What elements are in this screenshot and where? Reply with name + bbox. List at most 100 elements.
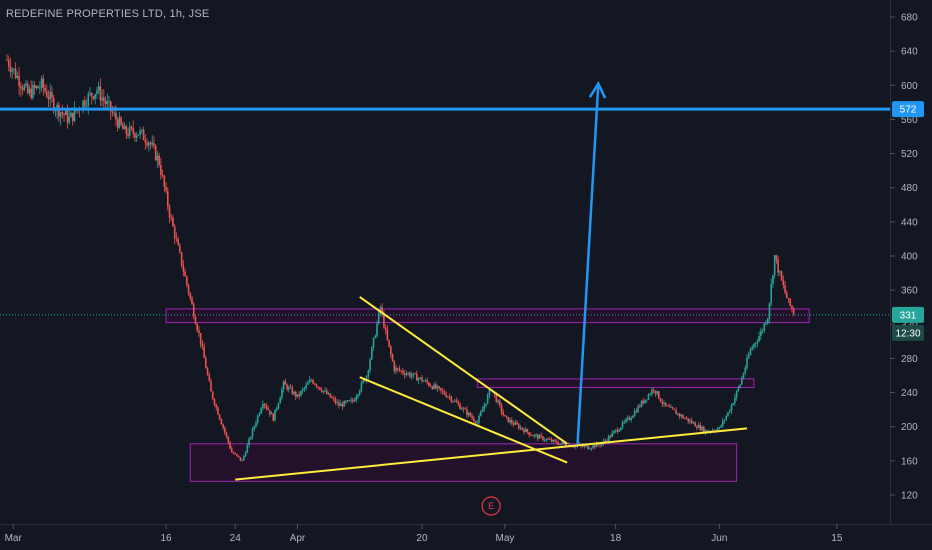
candle: [540, 432, 543, 439]
candle: [649, 392, 651, 396]
candle: [14, 62, 17, 80]
x-tick-label: 16: [161, 533, 173, 544]
candle-body: [640, 400, 643, 407]
candle: [377, 311, 380, 325]
candle-body: [779, 271, 781, 273]
candle: [284, 378, 287, 385]
candle-body: [44, 88, 46, 92]
candle: [528, 432, 530, 438]
candle: [225, 431, 228, 439]
candle-body: [409, 373, 411, 377]
candle: [542, 435, 544, 442]
candle: [177, 236, 179, 246]
candle-body: [246, 445, 249, 453]
candle: [457, 399, 460, 407]
candle: [73, 101, 76, 123]
candle-body: [706, 430, 709, 432]
candle: [545, 438, 548, 443]
candle: [281, 386, 283, 401]
candle-body: [690, 420, 693, 424]
candle-body: [530, 434, 532, 436]
candle-body: [132, 127, 135, 134]
candle: [289, 383, 292, 389]
candle-body: [87, 94, 90, 107]
candle-body: [616, 429, 619, 432]
candle: [533, 434, 536, 439]
candle: [521, 427, 524, 431]
candle: [559, 443, 562, 446]
candle-body: [40, 78, 43, 88]
x-tick-label: Mar: [5, 533, 23, 544]
candle: [732, 402, 734, 406]
candle: [230, 446, 233, 453]
candle: [547, 436, 549, 440]
candle: [343, 400, 345, 407]
candle-body: [443, 391, 446, 395]
candle: [516, 420, 518, 426]
y-tick-label: 560: [901, 115, 918, 126]
candle-body: [452, 401, 454, 403]
candle: [687, 418, 690, 425]
candle: [249, 436, 252, 440]
candle-body: [663, 402, 665, 404]
candle: [201, 340, 204, 350]
candle-body: [208, 374, 211, 382]
candle-body: [141, 129, 143, 131]
candle: [267, 405, 269, 411]
candle-body: [166, 190, 169, 207]
candle-body: [64, 110, 67, 116]
candle-body: [735, 390, 738, 398]
candle: [789, 297, 792, 307]
candle: [374, 334, 377, 339]
candle: [658, 391, 660, 400]
candle: [20, 82, 22, 97]
candle-body: [147, 142, 150, 146]
candle-body: [718, 426, 721, 429]
candle-body: [70, 112, 72, 118]
candle: [198, 325, 200, 338]
candle: [260, 406, 262, 415]
x-tick-label: 24: [230, 533, 242, 544]
candle: [498, 398, 501, 408]
candle-body: [229, 442, 231, 449]
candle: [153, 136, 155, 150]
candle: [677, 412, 679, 416]
candle-body: [25, 83, 27, 86]
candle: [320, 387, 323, 394]
candle: [663, 400, 665, 407]
candle-body: [687, 418, 690, 422]
candle-body: [11, 69, 13, 72]
candle: [552, 439, 555, 445]
candle-body: [376, 323, 378, 337]
candle: [277, 402, 280, 410]
candle: [341, 401, 344, 410]
candle: [265, 402, 268, 411]
candle: [322, 390, 325, 395]
candle-body: [514, 422, 517, 425]
candle: [530, 432, 532, 436]
candle: [291, 385, 294, 396]
candle-body: [381, 307, 383, 314]
candle-body: [9, 66, 12, 72]
candle: [722, 417, 724, 429]
candle-body: [623, 421, 626, 423]
candle-body: [28, 88, 31, 94]
candle-body: [424, 380, 427, 382]
candle-body: [614, 429, 617, 432]
candle-body: [668, 405, 671, 408]
candle-body: [160, 164, 162, 175]
candle-body: [336, 402, 339, 404]
candle: [785, 290, 788, 299]
candle-body: [402, 370, 404, 374]
candle: [241, 459, 243, 461]
candle: [166, 186, 169, 211]
candle-body: [265, 405, 268, 409]
candle: [92, 95, 95, 101]
candle-body: [256, 415, 259, 423]
candle: [37, 85, 39, 89]
candle-body: [263, 403, 266, 406]
candle-body: [730, 405, 733, 412]
candle: [35, 85, 38, 91]
candle: [632, 414, 634, 419]
candle-body: [438, 386, 441, 388]
